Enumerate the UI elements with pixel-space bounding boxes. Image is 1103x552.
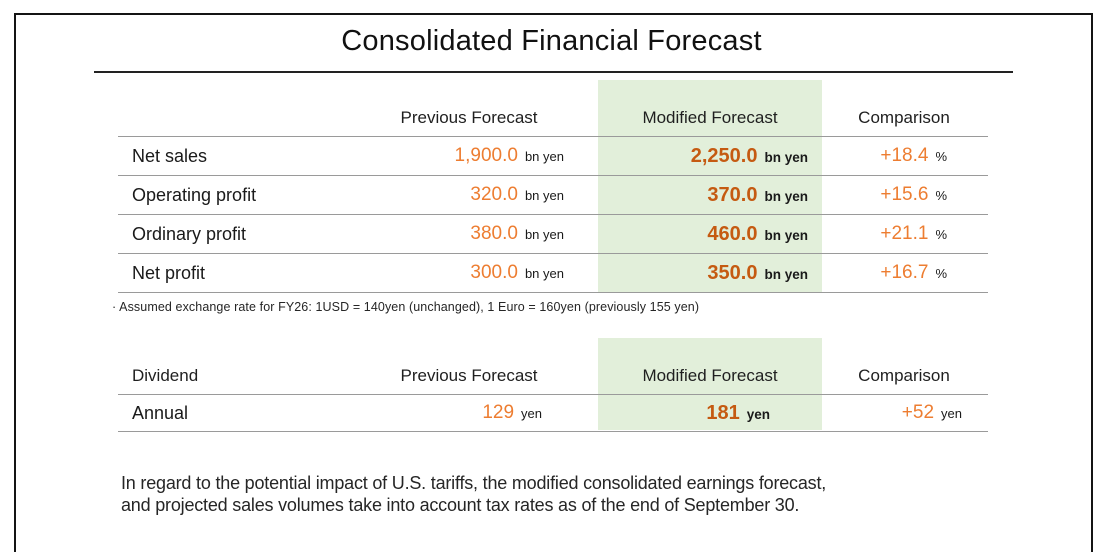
modified-value: 2,250.0: [690, 144, 758, 167]
table-row-net-sales: Net sales 1,900.0 bn yen 2,250.0 bn yen +1…: [118, 137, 988, 176]
previous-unit: yen: [521, 406, 542, 421]
previous-value: 300.0: [470, 262, 518, 283]
previous-value: 129: [482, 402, 515, 423]
modified-value: 350.0: [707, 261, 758, 284]
slide-border-frame: [14, 13, 1093, 552]
comparison-unit: %: [935, 188, 947, 203]
modified-forecast-highlight: [598, 80, 822, 293]
comparison-value: +16.7: [880, 262, 929, 283]
previous-value: 320.0: [470, 184, 518, 205]
comparison-value: +18.4: [880, 145, 929, 166]
page-title: Consolidated Financial Forecast: [341, 25, 762, 57]
comparison-value: +52: [901, 402, 935, 423]
table-row-net-profit: Net profit 300.0 bn yen 350.0 bn yen +16.7…: [118, 254, 988, 293]
dividend-modified-highlight: [598, 338, 822, 430]
comparison-unit: yen: [941, 406, 962, 421]
dividend-table: Dividend Previous Forecast Modified Fore…: [118, 358, 988, 432]
table-row-operating-profit: Operating profit 320.0 bn yen 370.0 bn yen…: [118, 176, 988, 215]
row-label: Operating profit: [132, 184, 257, 205]
tariff-note-line-1: In regard to the potential impact of U.S…: [121, 473, 827, 493]
row-label: Ordinary profit: [132, 223, 247, 244]
comparison-unit: %: [935, 227, 947, 242]
comparison-unit: %: [935, 266, 947, 281]
exchange-rate-footnote: · Assumed exchange rate for FY26: 1USD =…: [112, 300, 700, 314]
row-label: Net sales: [132, 145, 208, 166]
title-underline: [94, 71, 1013, 73]
comparison-value: +21.1: [880, 223, 929, 244]
modified-unit: bn yen: [764, 149, 808, 165]
previous-unit: bn yen: [524, 188, 564, 203]
forecast-table: Previous Forecast Modified Forecast Comp…: [118, 100, 988, 293]
table-row-ordinary-profit: Ordinary profit 380.0 bn yen 460.0 bn yen …: [118, 215, 988, 254]
header-empty: [118, 100, 340, 136]
modified-unit: bn yen: [764, 188, 808, 204]
modified-unit: bn yen: [764, 266, 808, 282]
header-dividend: Dividend: [132, 366, 199, 385]
modified-unit: bn yen: [764, 227, 808, 243]
dividend-header-row: Dividend Previous Forecast Modified Fore…: [118, 358, 988, 395]
header-modified-forecast: Modified Forecast: [642, 108, 778, 127]
row-label: Annual: [132, 402, 189, 423]
header-previous-forecast: Previous Forecast: [400, 108, 538, 127]
header-comparison: Comparison: [858, 108, 950, 127]
header-previous-forecast: Previous Forecast: [400, 366, 538, 385]
modified-value: 460.0: [707, 222, 758, 245]
comparison-unit: %: [935, 149, 947, 164]
previous-unit: bn yen: [524, 227, 564, 242]
header-modified-forecast: Modified Forecast: [642, 366, 778, 385]
row-label: Net profit: [132, 262, 206, 283]
modified-value: 370.0: [707, 183, 758, 206]
previous-value: 1,900.0: [454, 145, 518, 166]
header-comparison: Comparison: [858, 366, 950, 385]
tariff-note-line-2: and projected sales volumes take into ac…: [121, 495, 800, 515]
modified-value: 181: [706, 401, 740, 424]
modified-unit: yen: [746, 406, 770, 422]
previous-unit: bn yen: [524, 149, 564, 164]
previous-unit: bn yen: [524, 266, 564, 281]
comparison-value: +15.6: [880, 184, 929, 205]
forecast-header-row: Previous Forecast Modified Forecast Comp…: [118, 100, 988, 137]
previous-value: 380.0: [470, 223, 518, 244]
table-row-annual-dividend: Annual 129 yen 181 yen +52 yen: [118, 395, 988, 432]
tariff-note: In regard to the potential impact of U.S…: [121, 472, 826, 516]
